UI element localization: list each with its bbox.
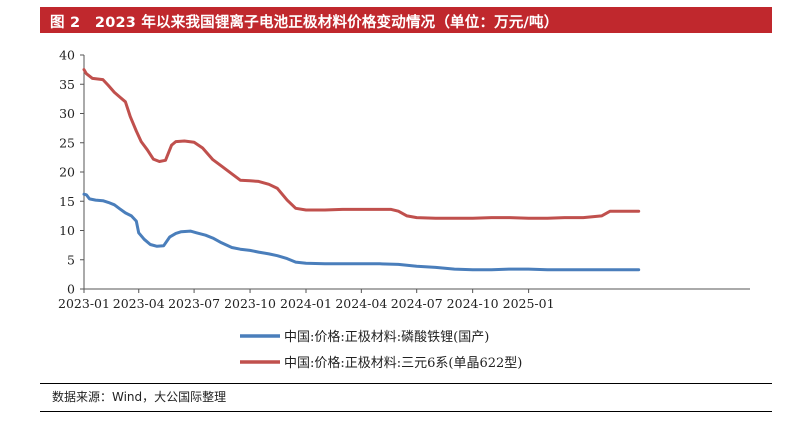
x-tick-label: 2023-07 (168, 296, 220, 311)
series-line-2 (82, 68, 641, 220)
title-bar: 图 2 2023 年以来我国锂离子电池正极材料价格变动情况（单位：万元/吨） (40, 7, 772, 33)
x-tick-label: 2024-07 (391, 296, 443, 311)
legend-label-2: 中国:价格:正极材料:三元6系(单晶622型) (284, 355, 522, 371)
x-tick-label: 2023-04 (113, 296, 165, 311)
legend-label-1: 中国:价格:正极材料:磷酸铁锂(国产) (284, 329, 489, 345)
source-note: 数据来源：Wind，大公国际整理 (52, 390, 227, 404)
x-tick-label: 2025-01 (503, 296, 555, 311)
footer-rule-bottom (40, 411, 772, 412)
y-tick-label: 35 (59, 77, 75, 92)
y-tick-label: 5 (67, 252, 75, 267)
y-tick-label: 30 (59, 106, 75, 121)
x-tick-label: 2023-10 (224, 296, 276, 311)
x-tick-label: 2023-01 (58, 296, 110, 311)
y-tick-label: 0 (67, 282, 75, 297)
y-tick-label: 15 (59, 194, 75, 209)
footer-rule-top (40, 383, 772, 384)
y-tick-label: 40 (59, 48, 75, 63)
series-line-1 (82, 192, 641, 272)
y-tick-label: 25 (59, 135, 75, 150)
y-tick-label: 10 (59, 223, 75, 238)
x-tick-label: 2024-10 (447, 296, 499, 311)
x-tick-label: 2024-01 (280, 296, 332, 311)
y-tick-label: 20 (59, 165, 75, 180)
x-tick-label: 2024-04 (335, 296, 387, 311)
page-title: 图 2 2023 年以来我国锂离子电池正极材料价格变动情况（单位：万元/吨） (50, 15, 559, 31)
